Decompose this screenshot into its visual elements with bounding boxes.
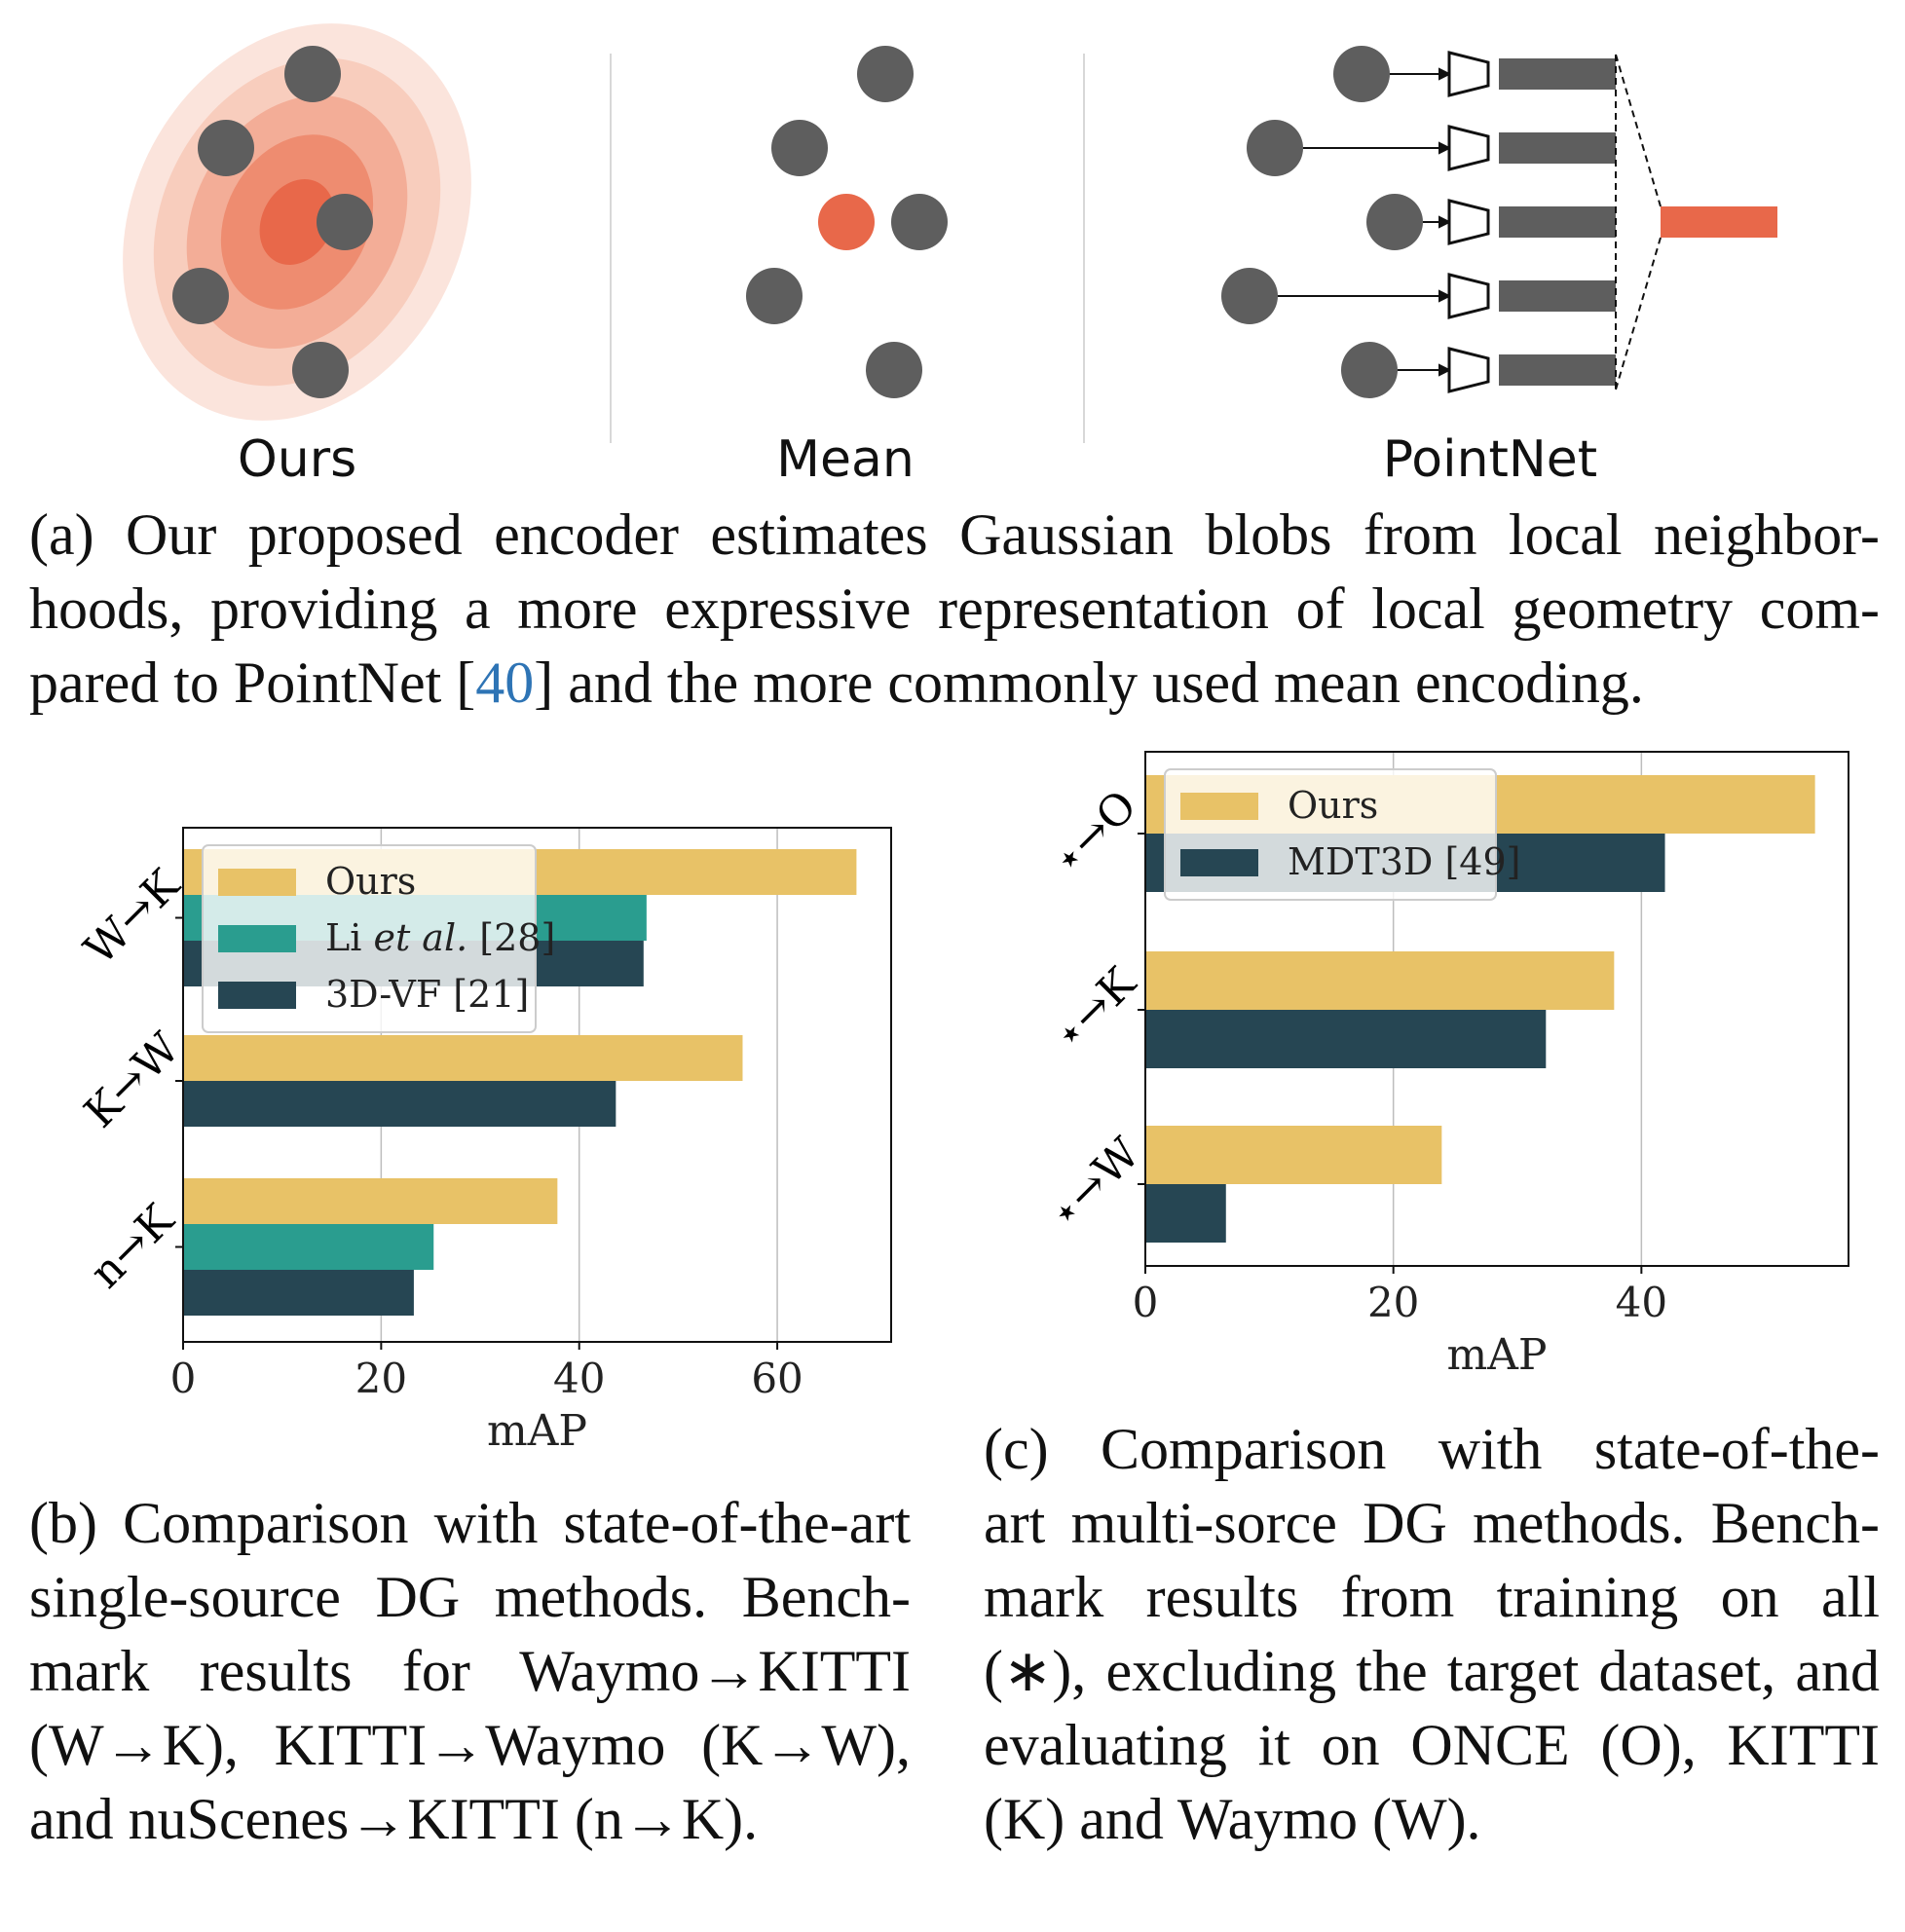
x-tick-label: 40 bbox=[553, 1355, 605, 1402]
pooled-feature bbox=[1661, 206, 1777, 238]
pointnet-row bbox=[1247, 120, 1616, 176]
caption-a-line: pared to PointNet [40] and the more comm… bbox=[29, 650, 1644, 715]
pointnet-row bbox=[1366, 194, 1616, 250]
bar bbox=[1145, 1126, 1442, 1184]
point bbox=[857, 46, 914, 102]
mean-points bbox=[746, 46, 948, 398]
caption-b-line: single-source DG methods. Bench- bbox=[29, 1565, 911, 1629]
pointnet-row bbox=[1333, 46, 1616, 102]
point bbox=[746, 268, 803, 324]
legend-label: Ours bbox=[1288, 784, 1378, 827]
chart-c: ⋆→O ⋆→K ⋆→W 0 20 40 mAP Ours MDT3D [49] bbox=[1039, 751, 1849, 1380]
x-axis-label: mAP bbox=[487, 1406, 587, 1456]
legend-swatch bbox=[218, 925, 296, 952]
y-tick-label: W→K bbox=[75, 860, 190, 975]
caption-a-line: (a) Our proposed encoder estimates Gauss… bbox=[29, 502, 1880, 567]
y-tick-label: ⋆→K bbox=[1043, 957, 1146, 1060]
label-mean: Mean bbox=[776, 430, 915, 489]
legend-swatch bbox=[218, 982, 296, 1009]
legend-label: Ours bbox=[325, 860, 416, 903]
caption-b-line: (W→K), KITTI→Waymo (K→W), bbox=[29, 1713, 911, 1777]
legend-label: MDT3D [49] bbox=[1288, 840, 1520, 883]
pointnet-row bbox=[1341, 342, 1616, 398]
caption-c-line: evaluating it on ONCE (O), KITTI bbox=[984, 1713, 1880, 1777]
bar bbox=[1145, 951, 1615, 1010]
caption-c-line: (K) and Waymo (W). bbox=[984, 1787, 1481, 1851]
ours-points bbox=[172, 46, 373, 398]
pointnet-diagram bbox=[1221, 46, 1777, 398]
point bbox=[172, 268, 229, 324]
legend-label: Li et al. [28] bbox=[325, 916, 555, 959]
bar bbox=[183, 1270, 414, 1316]
plot-frame bbox=[182, 827, 892, 1343]
x-tick-label: 0 bbox=[1133, 1279, 1159, 1326]
chart-b: W→K K→W n→K 0 20 40 60 mAP Ours Li et al. [28] 3D-… bbox=[75, 827, 892, 1456]
legend-swatch bbox=[218, 869, 296, 896]
y-tick-label: n→K bbox=[81, 1195, 184, 1298]
bar bbox=[1145, 1010, 1547, 1068]
point bbox=[866, 342, 922, 398]
bar bbox=[183, 1035, 743, 1081]
bar bbox=[1145, 1184, 1226, 1243]
caption-b-line: mark results for Waymo→KITTI bbox=[29, 1639, 911, 1703]
legend-swatch bbox=[1180, 793, 1258, 820]
bar bbox=[183, 1178, 558, 1224]
y-tick-label: K→W bbox=[75, 1022, 190, 1137]
x-tick-label: 20 bbox=[355, 1355, 407, 1402]
caption-b: (b) Comparison with state-of-the-art sin… bbox=[29, 1486, 911, 1856]
label-pointnet: PointNet bbox=[1382, 430, 1598, 489]
legend-label: 3D-VF [21] bbox=[325, 973, 529, 1016]
caption-c-line: (c) Comparison with state-of-the- bbox=[984, 1417, 1880, 1481]
point bbox=[891, 194, 948, 250]
caption-c-line: mark results from training on all bbox=[984, 1565, 1880, 1629]
caption-a-line: hoods, providing a more expressive repre… bbox=[29, 576, 1880, 641]
point bbox=[771, 120, 828, 176]
panel-a-figure bbox=[123, 23, 1777, 443]
y-tick-label: ⋆→O bbox=[1042, 781, 1146, 885]
caption-a: (a) Our proposed encoder estimates Gauss… bbox=[29, 498, 1880, 720]
bar bbox=[183, 1081, 616, 1127]
point bbox=[317, 194, 373, 250]
mean-point bbox=[818, 194, 875, 250]
plot-frame bbox=[1144, 751, 1849, 1267]
legend: Ours Li et al. [28] 3D-VF [21] bbox=[202, 844, 555, 1033]
legend: Ours MDT3D [49] bbox=[1164, 768, 1520, 901]
legend-swatch bbox=[1180, 849, 1258, 876]
point bbox=[292, 342, 349, 398]
x-axis-label: mAP bbox=[1446, 1330, 1547, 1380]
x-tick-label: 60 bbox=[751, 1355, 803, 1402]
caption-c-line: art multi-sorce DG methods. Bench- bbox=[984, 1491, 1880, 1555]
citation-link[interactable]: 40 bbox=[475, 650, 535, 715]
x-tick-label: 20 bbox=[1367, 1279, 1419, 1326]
x-tick-label: 40 bbox=[1616, 1279, 1667, 1326]
point bbox=[198, 120, 254, 176]
pointnet-row bbox=[1221, 268, 1616, 324]
point bbox=[284, 46, 341, 102]
y-tick-label: ⋆→W bbox=[1039, 1128, 1150, 1239]
label-ours: Ours bbox=[237, 430, 357, 489]
caption-c: (c) Comparison with state-of-the- art mu… bbox=[984, 1412, 1880, 1856]
caption-b-line: (b) Comparison with state-of-the-art bbox=[29, 1491, 911, 1555]
x-tick-label: 0 bbox=[170, 1355, 197, 1402]
caption-c-line: (∗), excluding the target dataset, and bbox=[984, 1639, 1880, 1703]
caption-b-line: and nuScenes→KITTI (n→K). bbox=[29, 1787, 759, 1851]
bar bbox=[183, 1224, 434, 1270]
